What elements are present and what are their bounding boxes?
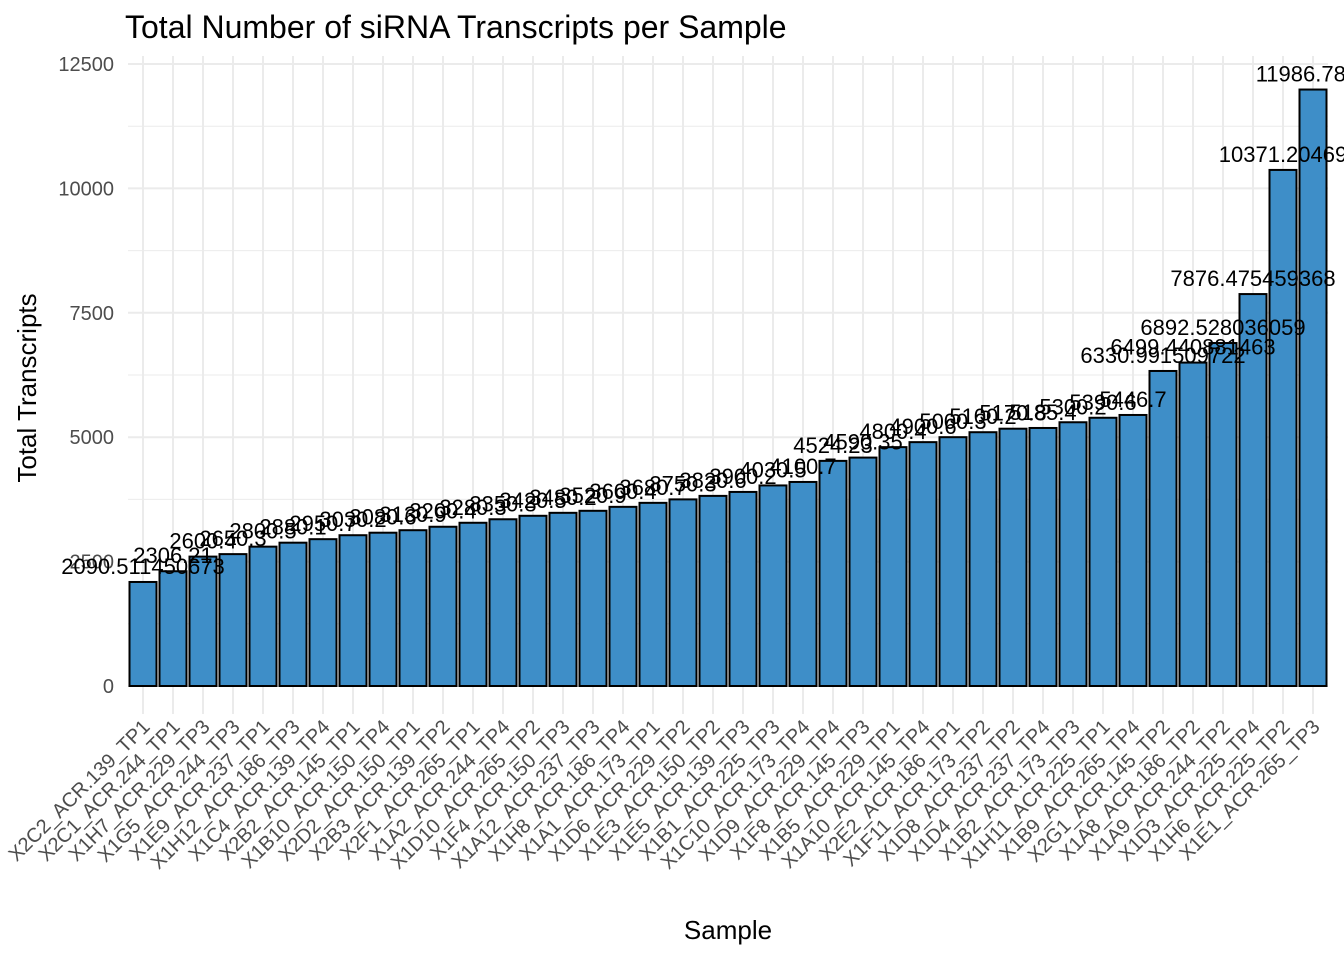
bar bbox=[758, 484, 788, 687]
data-label: 2090.511450673 bbox=[61, 554, 225, 579]
y-tick-label: 0 bbox=[103, 676, 114, 698]
bar bbox=[908, 441, 938, 687]
bar bbox=[878, 446, 908, 688]
data-label: 4800.4 bbox=[859, 419, 926, 444]
bar bbox=[248, 545, 278, 687]
bar bbox=[938, 436, 968, 687]
bar bbox=[1298, 88, 1328, 687]
data-label: 3600.4 bbox=[589, 479, 656, 504]
data-label: 3900.2 bbox=[709, 464, 776, 489]
bar bbox=[1268, 168, 1298, 688]
data-label: 3350.8 bbox=[469, 491, 536, 516]
bar bbox=[1148, 369, 1178, 687]
bar bbox=[458, 521, 488, 687]
data-label: 6499.440881463 bbox=[1110, 335, 1275, 360]
data-label: 4900.6 bbox=[889, 414, 956, 439]
data-label: 3680.7 bbox=[619, 475, 686, 500]
bar bbox=[338, 534, 368, 687]
bar bbox=[188, 555, 218, 688]
bar bbox=[608, 505, 638, 687]
bar bbox=[1118, 413, 1148, 687]
bar bbox=[968, 431, 998, 687]
bar bbox=[1028, 426, 1058, 687]
bar bbox=[308, 538, 338, 687]
data-label: 3420.5 bbox=[499, 488, 566, 513]
data-label: 5000.3 bbox=[919, 409, 986, 434]
bar bbox=[1178, 361, 1208, 687]
bar bbox=[998, 427, 1028, 687]
data-label: 6330.991509722 bbox=[1080, 343, 1245, 368]
y-tick-label: 7500 bbox=[70, 303, 115, 325]
y-tick-label: 5000 bbox=[70, 427, 115, 449]
bar bbox=[1058, 421, 1088, 687]
data-label: 5100.2 bbox=[949, 404, 1016, 429]
bar bbox=[518, 514, 548, 687]
bar bbox=[728, 490, 758, 688]
y-tick-label: 10000 bbox=[58, 178, 114, 200]
data-label: 3030.2 bbox=[319, 507, 386, 532]
bar bbox=[668, 498, 698, 687]
bar bbox=[398, 529, 428, 687]
data-label: 2950.7 bbox=[289, 511, 356, 536]
data-label: 4030.5 bbox=[739, 457, 806, 482]
data-label: 5185.4 bbox=[1009, 400, 1076, 425]
bar bbox=[368, 531, 398, 687]
bar bbox=[488, 518, 518, 688]
data-label: 2306.21 bbox=[133, 543, 213, 568]
data-label: 4524.23 bbox=[793, 433, 873, 458]
data-label: 10371.20469 bbox=[1219, 142, 1344, 167]
data-label: 3080.6 bbox=[349, 505, 416, 530]
bar bbox=[788, 480, 818, 687]
data-label: 3200.4 bbox=[409, 499, 476, 524]
y-tick-label: 12500 bbox=[58, 54, 114, 76]
data-label: 5390.6 bbox=[1069, 390, 1136, 415]
x-axis-title: Sample bbox=[684, 915, 772, 945]
bar bbox=[638, 501, 668, 687]
bar bbox=[218, 553, 248, 688]
bar bbox=[578, 509, 608, 687]
y-axis-title: Total Transcripts bbox=[12, 293, 42, 482]
y-tick-label: 2500 bbox=[70, 552, 115, 574]
bar bbox=[128, 580, 158, 687]
data-label: 3750.3 bbox=[649, 471, 716, 496]
chart-title: Total Number of siRNA Transcripts per Sa… bbox=[125, 9, 787, 45]
data-label: 6892.528036059 bbox=[1140, 315, 1305, 340]
data-label: 4590.35 bbox=[823, 430, 903, 455]
data-label: 11986.7898 bbox=[1256, 62, 1344, 87]
bar bbox=[698, 494, 728, 687]
data-label: 3820.6 bbox=[679, 468, 746, 493]
bar bbox=[428, 525, 458, 688]
bar bbox=[848, 456, 878, 688]
bar bbox=[818, 459, 848, 688]
data-label: 7876.475459368 bbox=[1170, 266, 1335, 291]
data-label: 2650.3 bbox=[199, 526, 266, 551]
bar bbox=[548, 511, 578, 688]
data-label: 5446.7 bbox=[1099, 387, 1166, 412]
data-label: 3480.2 bbox=[529, 485, 596, 510]
data-label: 3520.9 bbox=[559, 483, 626, 508]
bar bbox=[1088, 416, 1118, 687]
data-label: 2800.5 bbox=[229, 519, 296, 544]
data-label: 5170.8 bbox=[979, 401, 1046, 426]
data-label: 5300.2 bbox=[1039, 394, 1106, 419]
bar bbox=[1238, 293, 1268, 687]
data-label: 2600.4 bbox=[169, 529, 236, 554]
bar bbox=[1208, 342, 1238, 687]
bar bbox=[158, 570, 188, 687]
data-label: 4100.7 bbox=[769, 454, 836, 479]
data-label: 3130.9 bbox=[379, 502, 446, 527]
data-label: 2880.1 bbox=[259, 515, 326, 540]
data-label: 3280.3 bbox=[439, 495, 506, 520]
bar bbox=[278, 541, 308, 687]
